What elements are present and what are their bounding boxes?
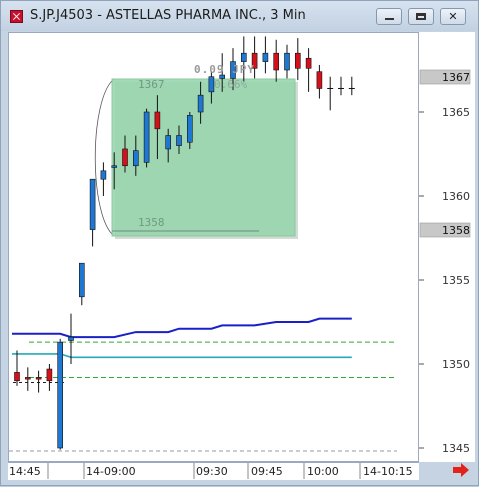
candle-body: [284, 52, 290, 71]
app-icon: [10, 10, 23, 23]
candle-body: [241, 52, 247, 62]
candle: [165, 128, 171, 163]
candle-body: [57, 341, 64, 449]
price-axis[interactable]: [419, 32, 475, 462]
candle-body: [143, 111, 150, 163]
candle-body: [219, 74, 225, 79]
candle: [305, 48, 312, 92]
candle-body: [100, 170, 107, 180]
candle: [294, 38, 301, 81]
candle: [57, 338, 64, 450]
price-marker-label: 1358: [442, 224, 470, 237]
candle: [219, 53, 225, 92]
y-tick-label: 1365: [442, 106, 470, 119]
plot-layer: [9, 36, 397, 452]
candle: [14, 350, 20, 386]
candle-body: [197, 94, 204, 113]
candle-body: [14, 372, 20, 382]
price-marker-label: 1367: [442, 71, 470, 84]
candle-body: [46, 368, 53, 382]
candle-body: [24, 377, 31, 380]
close-button[interactable]: ✕: [440, 8, 466, 25]
change-label: 0.09 JPY: [194, 63, 255, 76]
candle: [273, 39, 280, 82]
candle: [327, 76, 334, 111]
candle: [133, 135, 139, 176]
candle: [251, 36, 258, 79]
selection-low-label: 1358: [138, 216, 165, 229]
window-title: S.JP.J4503 - ASTELLAS PHARMA INC., 3 Min: [30, 8, 306, 23]
selection-arc: [94, 78, 115, 237]
candle-body: [111, 165, 117, 168]
candle-body: [122, 148, 128, 167]
candle-body: [273, 52, 280, 71]
x-tick-label: 10:00: [307, 465, 339, 478]
candle: [154, 95, 161, 160]
candle-body: [133, 150, 139, 167]
candle: [79, 262, 85, 306]
candle-body: [230, 61, 236, 79]
candle: [284, 44, 290, 79]
candle: [187, 112, 193, 149]
close-icon: ✕: [448, 10, 458, 23]
title-bar[interactable]: S.JP.J4503 - ASTELLAS PHARMA INC., 3 Min…: [1, 1, 478, 31]
time-axis[interactable]: [8, 462, 419, 480]
candle-body: [305, 57, 312, 69]
candle: [241, 36, 247, 82]
candle: [100, 162, 107, 196]
candle: [143, 108, 150, 168]
y-tick-label: 1345: [442, 442, 470, 455]
cyan-line: [12, 353, 352, 359]
selection-high-label: 1367: [138, 78, 165, 91]
candle: [262, 36, 269, 74]
scroll-right-arrow-icon[interactable]: [452, 463, 470, 477]
candle-body: [294, 52, 301, 69]
candle: [111, 152, 117, 190]
x-tick-label: 09:45: [251, 465, 283, 478]
candle: [316, 64, 323, 99]
x-tick-label: 14:45: [9, 465, 41, 478]
candle: [68, 313, 74, 364]
y-tick-label: 1350: [442, 358, 470, 371]
candle: [208, 71, 215, 104]
candle-body: [176, 135, 182, 146]
selection-box: [111, 78, 296, 237]
candle: [197, 81, 204, 124]
maximize-button[interactable]: [408, 8, 434, 25]
candle: [122, 135, 128, 173]
y-tick-label: 1360: [442, 190, 470, 203]
x-tick-label: 14-10:15: [363, 465, 413, 478]
candle: [24, 367, 31, 391]
minimize-button[interactable]: [376, 8, 402, 25]
candle-body: [35, 377, 42, 380]
candle-body: [165, 135, 171, 150]
candle-body: [79, 262, 85, 298]
candle-body: [262, 52, 269, 62]
candle: [338, 76, 344, 96]
candle-body: [316, 71, 323, 89]
x-tick-label: 14-09:00: [86, 465, 136, 478]
candle: [46, 364, 53, 391]
blue-line: [12, 317, 352, 339]
price-marker: [419, 69, 471, 85]
candle: [176, 125, 182, 154]
candle-body: [251, 52, 258, 69]
candle-body: [89, 178, 96, 230]
x-tick-label: 09:30: [196, 465, 228, 478]
candle: [348, 76, 355, 96]
candle: [230, 48, 236, 91]
y-tick-label: 1355: [442, 274, 470, 287]
maximize-icon: [416, 13, 426, 20]
candle: [89, 178, 96, 247]
candle-body: [68, 336, 74, 341]
candle-body: [208, 76, 215, 93]
candle-body: [187, 115, 193, 143]
candle: [35, 370, 42, 393]
price-marker: [419, 222, 471, 238]
percent-label: 0.66%: [214, 78, 247, 91]
candle-body: [154, 111, 161, 130]
minimize-icon: [385, 18, 394, 20]
